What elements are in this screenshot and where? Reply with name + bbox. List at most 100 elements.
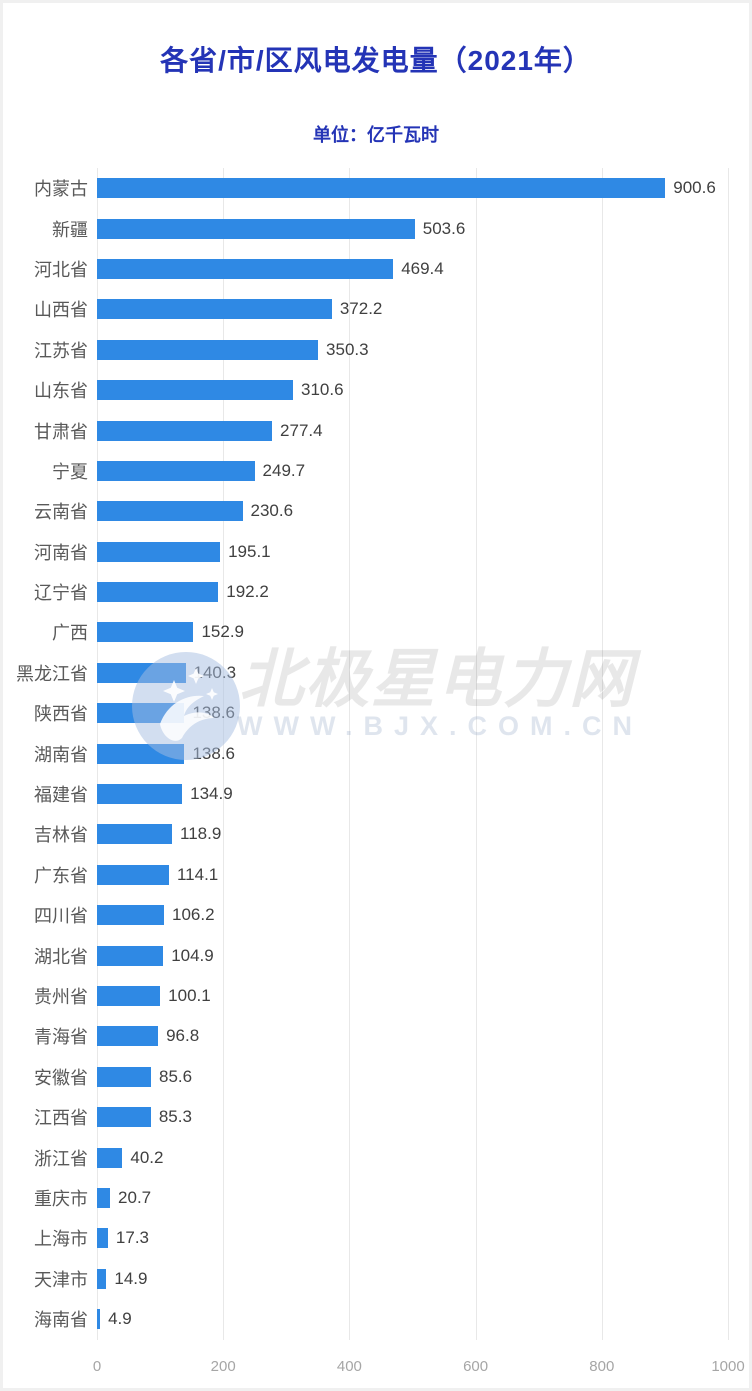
value-label: 40.2: [130, 1147, 164, 1167]
category-label: 江苏省: [34, 340, 88, 361]
category-label: 辽宁省: [34, 583, 88, 604]
bar-track: 134.9: [97, 774, 749, 814]
x-axis: 0 200 400 600 800 1000: [93, 1348, 745, 1378]
value-label: 134.9: [190, 784, 233, 804]
value-label: 85.3: [158, 1107, 192, 1127]
value-label: 20.7: [118, 1187, 152, 1207]
bar-track: 114.1: [97, 855, 749, 895]
bar: [97, 420, 273, 441]
bar-track: 17.3: [97, 1218, 749, 1258]
bar-track: 4.9: [97, 1299, 749, 1339]
gridline: [475, 168, 477, 1340]
value-label: 192.2: [226, 582, 269, 602]
bar-track: 96.8: [97, 1016, 749, 1056]
category-label: 陕西省: [34, 704, 88, 725]
bar-track: 310.6: [97, 370, 749, 410]
chart-row: 天津市 14.9: [3, 1259, 749, 1299]
chart-row: 安徽省 85.6: [3, 1057, 749, 1097]
value-label: 503.6: [422, 218, 466, 238]
bar-track: 152.9: [97, 612, 749, 652]
chart-row: 山西省 372.2: [3, 289, 749, 329]
category-label: 河南省: [34, 542, 88, 563]
gridline: [601, 168, 603, 1340]
category-label: 山东省: [34, 381, 88, 402]
value-label: 96.8: [166, 1026, 200, 1046]
value-label: 106.2: [172, 905, 215, 925]
category-label: 广西: [52, 623, 88, 644]
bar-track: 230.6: [97, 491, 749, 531]
category-label: 浙江省: [34, 1148, 88, 1169]
bar-track: 192.2: [97, 572, 749, 612]
value-label: 4.9: [108, 1309, 132, 1329]
category-label: 宁夏: [52, 461, 88, 482]
value-label: 469.4: [401, 258, 444, 278]
value-label: 118.9: [180, 824, 222, 844]
x-axis-tick: 1000: [711, 1358, 745, 1375]
bar: [97, 662, 186, 683]
bar: [97, 784, 183, 805]
value-label: 277.4: [280, 420, 323, 440]
x-axis-tick: 400: [336, 1358, 362, 1375]
bar: [97, 1309, 101, 1330]
chart-row: 湖南省 138.6: [3, 733, 749, 773]
bar: [97, 178, 666, 199]
x-axis-tick: 0: [92, 1358, 102, 1375]
value-label: 114.1: [176, 864, 219, 884]
chart-row: 云南省 230.6: [3, 491, 749, 531]
bar: [97, 622, 194, 643]
value-label: 900.6: [673, 178, 716, 198]
category-label: 重庆市: [34, 1188, 88, 1209]
chart-title: 各省/市/区风电发电量（2021年）: [160, 45, 592, 76]
bar: [97, 905, 164, 926]
chart-row: 宁夏 249.7: [3, 451, 749, 491]
bar-track: 249.7: [97, 451, 749, 491]
chart-row: 福建省 134.9: [3, 774, 749, 814]
category-label: 青海省: [34, 1027, 88, 1048]
bar: [97, 1107, 151, 1128]
category-label: 江西省: [34, 1108, 88, 1129]
bar: [97, 218, 415, 239]
bar: [97, 1066, 151, 1087]
value-label: 138.6: [192, 703, 235, 723]
value-label: 14.9: [114, 1268, 148, 1288]
bar: [97, 1228, 108, 1249]
bar: [97, 1187, 111, 1208]
category-label: 黑龙江省: [16, 663, 88, 684]
bar: [97, 541, 221, 562]
value-label: 230.6: [250, 501, 294, 521]
chart-row: 青海省 96.8: [3, 1016, 749, 1056]
chart-row: 浙江省 40.2: [3, 1137, 749, 1177]
bar-track: 277.4: [97, 410, 749, 450]
value-label: 85.6: [159, 1066, 193, 1086]
value-label: 17.3: [115, 1228, 149, 1248]
chart-row: 贵州省 100.1: [3, 976, 749, 1016]
category-label: 福建省: [34, 785, 88, 806]
bar-track: 100.1: [97, 976, 749, 1016]
value-label: 140.3: [193, 662, 237, 682]
category-label: 甘肃省: [34, 421, 88, 442]
bar: [97, 1026, 159, 1047]
bar-track: 40.2: [97, 1137, 749, 1177]
category-label: 安徽省: [34, 1067, 88, 1088]
category-label: 广东省: [34, 865, 88, 886]
bar-track: 118.9: [97, 814, 749, 854]
bar: [97, 582, 219, 603]
bar: [97, 1147, 123, 1168]
bar: [97, 460, 255, 481]
bar: [97, 864, 169, 885]
chart-row: 四川省 106.2: [3, 895, 749, 935]
chart-row: 河南省 195.1: [3, 532, 749, 572]
bar: [97, 945, 164, 966]
chart-row: 陕西省 138.6: [3, 693, 749, 733]
category-label: 山西省: [34, 300, 88, 321]
category-label: 湖北省: [34, 946, 88, 967]
bar: [97, 1268, 107, 1289]
chart-row: 广东省 114.1: [3, 855, 749, 895]
category-label: 上海市: [34, 1229, 88, 1250]
bar-track: 503.6: [97, 208, 749, 248]
category-label: 新疆: [52, 219, 88, 240]
chart-row: 吉林省 118.9: [3, 814, 749, 854]
bar-track: 140.3: [97, 653, 749, 693]
value-label: 100.1: [168, 986, 211, 1005]
bar: [97, 743, 185, 764]
